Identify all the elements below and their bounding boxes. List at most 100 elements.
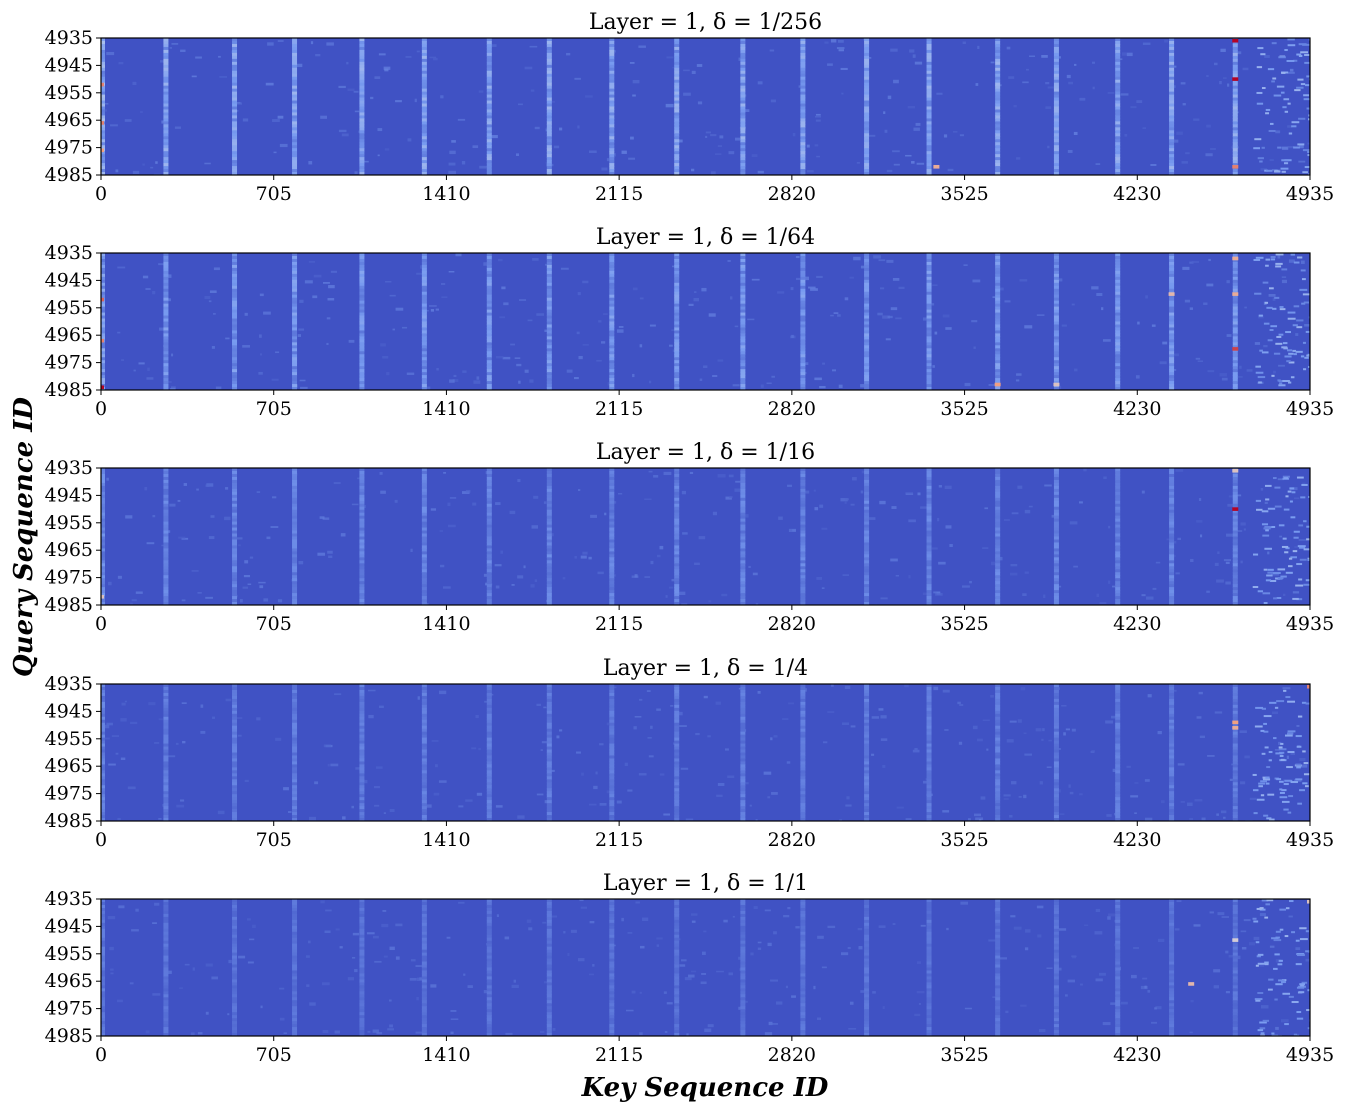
heatmap-noise — [348, 89, 355, 91]
heatmap-noise — [1108, 92, 1115, 94]
heatmap-noise — [154, 742, 159, 744]
heatmap-noise — [682, 491, 686, 494]
heatmap-noise — [205, 597, 213, 599]
heatmap-background — [101, 468, 1310, 605]
heatmap-noise — [1106, 814, 1111, 817]
heatmap-noise — [1277, 597, 1282, 599]
heatmap-noise — [959, 704, 963, 706]
heatmap-noise — [125, 515, 132, 518]
heatmap-noise — [773, 735, 777, 737]
heatmap-noise — [1121, 93, 1129, 95]
heatmap-noise — [1283, 690, 1286, 692]
heatmap-noise — [1079, 793, 1082, 795]
heatmap-noise — [408, 138, 412, 141]
heatmap-noise — [1281, 92, 1285, 94]
heatmap-noise — [771, 99, 776, 102]
heatmap-noise — [1277, 86, 1284, 88]
heatmap-noise — [213, 313, 216, 315]
heatmap-noise — [212, 717, 215, 719]
heatmap-noise — [1073, 566, 1078, 568]
heatmap-noise — [518, 381, 520, 384]
heatmap-noise — [275, 738, 281, 741]
y-tick-label: 4965 — [45, 324, 93, 346]
heatmap-noise — [937, 518, 939, 521]
heatmap-hot-cell — [1169, 292, 1175, 296]
heatmap-noise — [278, 116, 284, 119]
heatmap-noise — [843, 574, 849, 576]
heatmap-noise — [935, 332, 938, 335]
heatmap-noise — [845, 297, 849, 300]
heatmap-noise — [832, 369, 836, 371]
heatmap-noise — [1256, 372, 1264, 374]
heatmap-noise — [1287, 60, 1295, 62]
heatmap-noise — [1298, 524, 1303, 526]
heatmap-noise — [1282, 276, 1286, 278]
heatmap-noise — [816, 120, 821, 122]
heatmap-noise — [214, 267, 220, 270]
heatmap-noise — [1022, 593, 1026, 596]
heatmap-noise — [1284, 49, 1287, 51]
heatmap-noise — [689, 304, 694, 306]
heatmap-noise — [1275, 265, 1281, 267]
heatmap-noise — [945, 486, 952, 489]
heatmap-noise — [1255, 707, 1263, 709]
heatmap-noise — [1263, 282, 1269, 284]
heatmap-noise — [857, 162, 860, 164]
heatmap-noise — [639, 773, 647, 775]
heatmap-noise — [888, 96, 892, 99]
heatmap-noise — [122, 703, 126, 706]
heatmap-hot-cell — [1232, 39, 1238, 43]
heatmap-noise — [456, 253, 462, 256]
heatmap-noise — [1068, 82, 1073, 84]
heatmap-noise — [323, 282, 330, 284]
heatmap-noise — [1253, 554, 1258, 556]
heatmap-noise — [1072, 304, 1075, 306]
heatmap-noise — [528, 320, 533, 322]
heatmap-noise — [906, 818, 912, 820]
heatmap-noise — [908, 519, 916, 522]
x-tick-label: 0 — [95, 183, 107, 205]
heatmap-noise — [236, 537, 242, 539]
heatmap-noise — [733, 384, 740, 386]
heatmap-noise — [1297, 143, 1304, 145]
heatmap-noise — [777, 291, 784, 293]
heatmap-noise — [278, 599, 282, 602]
heatmap-noise — [121, 359, 124, 361]
heatmap-noise — [517, 479, 520, 482]
heatmap-noise — [830, 315, 834, 317]
heatmap-noise — [735, 481, 740, 483]
heatmap-noise — [1230, 779, 1233, 781]
heatmap-noise — [168, 755, 175, 757]
heatmap-noise — [704, 696, 708, 698]
heatmap-noise — [370, 97, 373, 99]
heatmap-noise — [1279, 334, 1284, 336]
heatmap-hot-cell — [1232, 77, 1238, 81]
heatmap-noise — [1156, 562, 1160, 564]
heatmap-noise — [1288, 103, 1291, 105]
heatmap-noise — [872, 716, 879, 719]
heatmap-noise — [1287, 733, 1293, 735]
heatmap-noise — [458, 119, 465, 121]
heatmap-noise — [1271, 80, 1275, 82]
heatmap-noise — [1287, 349, 1292, 351]
heatmap-noise — [312, 295, 317, 298]
heatmap-noise — [842, 722, 849, 725]
heatmap-noise — [1134, 782, 1138, 784]
heatmap-noise — [1226, 562, 1230, 564]
heatmap-noise — [308, 161, 312, 164]
heatmap-noise — [402, 327, 407, 329]
heatmap-noise — [729, 151, 735, 154]
y-tick-label: 4935 — [45, 27, 93, 49]
heatmap-noise — [1281, 159, 1288, 161]
heatmap-noise — [1042, 728, 1045, 731]
heatmap-noise — [649, 381, 651, 384]
heatmap-noise — [1284, 783, 1289, 785]
heatmap-noise — [1265, 302, 1268, 304]
heatmap-noise — [1148, 694, 1152, 697]
heatmap-noise — [694, 291, 696, 293]
heatmap-hot-cell — [1232, 292, 1238, 296]
heatmap-noise — [745, 109, 749, 112]
heatmap-noise — [1040, 781, 1043, 784]
heatmap-noise — [517, 815, 524, 818]
heatmap-noise — [690, 472, 693, 474]
